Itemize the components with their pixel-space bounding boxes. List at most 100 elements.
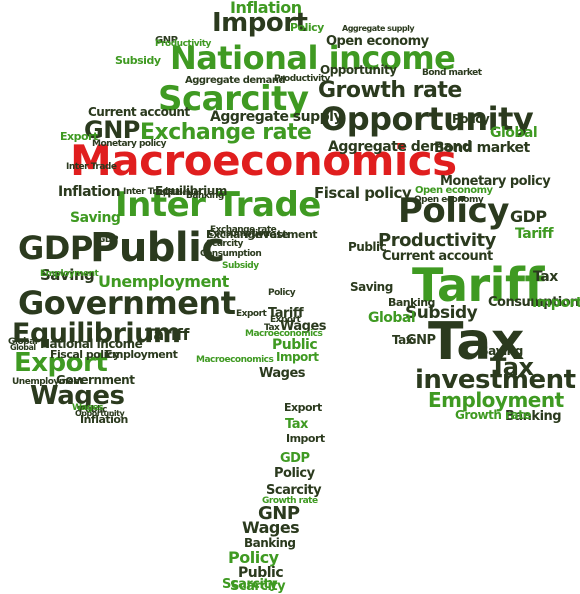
word: Policy (228, 548, 279, 567)
word: Tariff (515, 226, 554, 242)
word: GNP (406, 333, 436, 348)
word: Import (286, 432, 325, 445)
word: Employment (428, 388, 564, 412)
word: Import (532, 295, 580, 311)
word: Tax (264, 323, 280, 333)
word: GDP (18, 229, 93, 267)
word: Equilibrium (155, 184, 227, 198)
word: Tariff (412, 258, 544, 312)
word: Employment (40, 269, 99, 279)
word: Macroeconomics (70, 136, 457, 185)
word: Aggregate supply (210, 109, 343, 125)
word: Consumption (488, 295, 579, 310)
word: Banking (505, 409, 562, 424)
word: Policy (398, 191, 509, 231)
word: investment (415, 365, 576, 395)
word: Saving (350, 280, 393, 294)
word: Inflation (80, 413, 128, 426)
word: Global (10, 343, 36, 352)
word: Saving (480, 344, 523, 358)
word: Tax (428, 312, 524, 372)
word: Export (284, 401, 322, 414)
word: Inflation (58, 184, 121, 200)
word: Export (270, 315, 301, 325)
word: Macroeconomics (196, 355, 274, 365)
word: Opportunity (75, 409, 125, 418)
word: Export (60, 130, 98, 143)
word: Inter Trade (115, 185, 321, 225)
word: Inter Trade (123, 187, 174, 197)
word: Scarcity (266, 483, 322, 498)
word: Tax (490, 353, 534, 381)
word: Tax (533, 269, 558, 285)
word: Exchange rate (206, 228, 289, 241)
word: Saving (70, 210, 121, 226)
word: Unemployment (98, 272, 229, 291)
word: Policy (268, 288, 296, 298)
word: GDP (98, 235, 118, 245)
word: Equilibrium (12, 318, 181, 349)
word: Import (276, 350, 319, 364)
word: Policy (452, 112, 490, 126)
word: Government (18, 284, 236, 322)
word: Global (490, 125, 538, 141)
word: Public (238, 565, 284, 581)
word: Fiscal policy (314, 184, 412, 202)
word: Tax (392, 333, 413, 347)
word: Wages (242, 518, 300, 537)
word: Public (90, 225, 225, 271)
word: Tariff (268, 306, 304, 321)
word: Opportunity (320, 100, 534, 138)
word: Inflation (230, 0, 302, 17)
word: Scarcity (222, 577, 278, 592)
word: GNP (84, 116, 140, 144)
word: Growth rate (455, 408, 531, 422)
word: Banking (186, 191, 224, 201)
word: Import (212, 8, 308, 38)
word: Growth rate (318, 78, 462, 103)
word: Export (14, 348, 108, 378)
word: Exchange rate (140, 120, 312, 145)
word: Equilibrium (155, 188, 202, 197)
word: GDP (280, 451, 310, 466)
word: Productivity (274, 74, 330, 84)
word: Subsidy (115, 54, 161, 67)
word: GNP (155, 35, 178, 46)
word: Wages (280, 319, 327, 334)
word: National income (170, 39, 456, 77)
word: Monetary policy (92, 139, 166, 149)
word: Bond market (422, 68, 482, 78)
word: Saving (40, 266, 95, 284)
word: Scarcity (206, 239, 243, 249)
word: Bond market (434, 140, 530, 156)
word: National income (40, 337, 143, 351)
word: Aggregate demand (185, 75, 286, 86)
word: Opportunity (320, 63, 397, 77)
word: Inter Trade (66, 162, 117, 172)
word: Growth rate (262, 496, 318, 506)
word: Banking (244, 536, 296, 550)
word: investment (252, 228, 318, 241)
word: Tariff (145, 325, 189, 344)
word: Aggregate supply (342, 24, 415, 33)
word: Open economy (326, 34, 429, 49)
word: Employment (105, 348, 178, 361)
word: Unemployment (12, 377, 83, 387)
word: Public (272, 337, 318, 353)
word: Macroeconomics (245, 329, 323, 339)
word: Open economy (414, 195, 484, 205)
word: Scarcity (158, 79, 309, 119)
word: Government (56, 373, 135, 387)
word: Current account (88, 105, 190, 119)
word: Policy (274, 466, 315, 481)
word: Global (368, 310, 416, 326)
word: Export (236, 309, 267, 319)
word: Wages (30, 381, 125, 411)
word: Consumption (208, 229, 270, 239)
word: Productivity (378, 230, 496, 251)
word: Aggregate demand (328, 139, 472, 155)
word: Fiscal policy (50, 348, 120, 361)
word: Consumption (200, 249, 262, 259)
word: Subsidy (222, 261, 259, 271)
